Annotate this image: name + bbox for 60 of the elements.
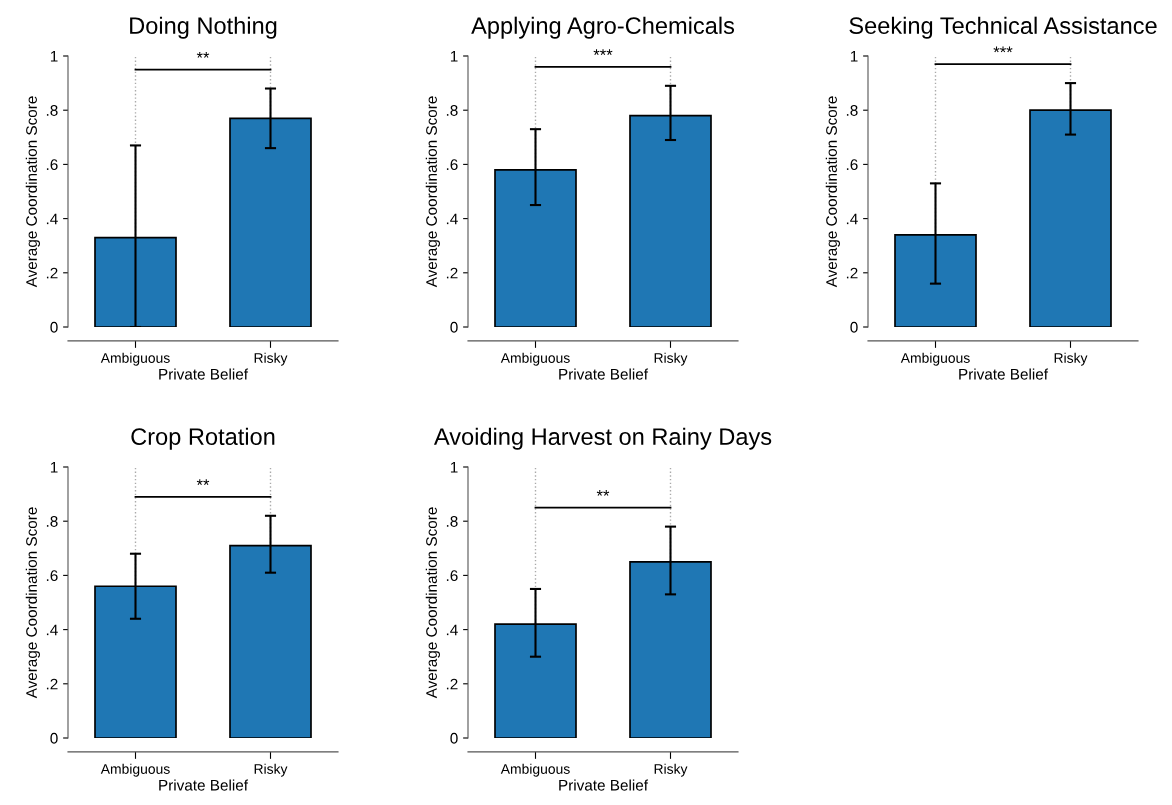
x-axis-title: Private Belief	[959, 368, 1049, 380]
y-tick-label: .4	[446, 213, 458, 225]
annotation: **	[196, 51, 210, 58]
y-tick-label: .6	[446, 570, 458, 582]
y-tick-label: .2	[446, 267, 458, 279]
x-tick-label: Risky	[654, 763, 688, 777]
x-tick-label: Risky	[1054, 352, 1088, 366]
y-tick-label: 0	[50, 321, 58, 333]
chart-title: Applying Agro-Chemicals	[471, 16, 735, 39]
y-tick-label: .8	[46, 105, 58, 116]
annotation: **	[596, 490, 610, 496]
x-tick-label: Risky	[254, 352, 288, 366]
y-tick-label: .6	[846, 159, 858, 171]
y-tick-label: 1	[450, 462, 458, 473]
y-axis-title: Average Coordination Score	[25, 96, 40, 288]
y-tick-label: .6	[446, 159, 458, 171]
x-tick-label: Risky	[254, 763, 288, 777]
chart-title: Doing Nothing	[130, 16, 277, 39]
y-tick-label: 1	[50, 462, 58, 473]
y-tick-label: 1	[850, 51, 858, 62]
y-tick-label: .4	[46, 624, 58, 636]
y-tick-label: .4	[46, 213, 58, 225]
y-tick-label: .6	[46, 570, 58, 582]
x-tick-label: Ambiguous	[100, 763, 170, 777]
x-tick-label: Ambiguous	[900, 352, 970, 366]
y-tick-label: .2	[46, 267, 58, 279]
y-tick-label: .8	[46, 516, 58, 527]
y-tick-label: 0	[450, 732, 458, 744]
x-axis-title: Private Belief	[159, 779, 249, 791]
x-tick-label: Ambiguous	[500, 352, 570, 366]
y-axis-title: Average Coordination Score	[425, 507, 440, 699]
x-axis-title: Private Belief	[559, 368, 649, 380]
y-tick-label: 0	[50, 732, 58, 744]
chart-title: Crop Rotation	[131, 427, 275, 450]
x-tick-label: Risky	[654, 352, 688, 366]
y-tick-label: 0	[450, 321, 458, 333]
chart-title: Avoiding Harvest on Rainy Days	[433, 427, 772, 450]
y-axis-title: Average Coordination Score	[425, 96, 440, 288]
y-tick-label: .4	[446, 624, 458, 636]
y-tick-label: .8	[846, 105, 858, 116]
y-tick-label: 1	[450, 51, 458, 62]
text: ***	[993, 46, 1013, 53]
x-axis-title: Private Belief	[159, 368, 249, 380]
y-axis-title: Average Coordination Score	[25, 507, 40, 699]
y-tick-label: .8	[446, 516, 458, 527]
x-axis-title: Private Belief	[559, 779, 649, 791]
x-tick-label: Ambiguous	[100, 352, 170, 366]
y-tick-label: .2	[846, 267, 858, 279]
y-tick-label: .6	[46, 159, 58, 171]
x-tick-label: Ambiguous	[500, 763, 570, 777]
y-tick-label: .4	[846, 213, 858, 225]
y-axis-title: Average Coordination Score	[825, 96, 840, 288]
y-tick-label: 1	[50, 51, 58, 62]
chart-title: Seeking Technical Assistance	[849, 16, 1157, 39]
annotation: **	[196, 479, 210, 486]
y-tick-label: .2	[446, 678, 458, 690]
y-tick-label: .8	[446, 105, 458, 116]
y-tick-label: 0	[850, 321, 858, 333]
y-tick-label: .2	[46, 678, 58, 690]
text: ***	[593, 49, 613, 56]
